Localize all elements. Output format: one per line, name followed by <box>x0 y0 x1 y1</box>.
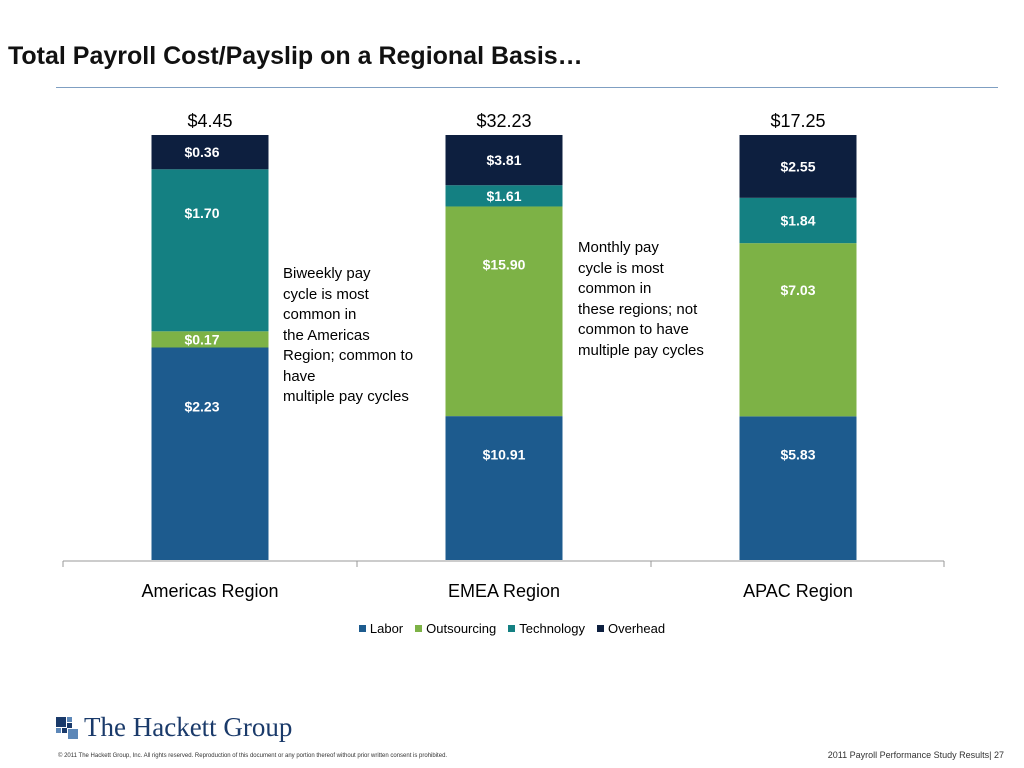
legend-swatch <box>597 625 605 632</box>
bar-segment-overhead <box>151 135 269 170</box>
data-label: $7.03 <box>780 282 815 298</box>
data-label: $3.81 <box>486 152 521 168</box>
legend-item-overhead: Overhead <box>597 621 665 636</box>
bar-segment-labor <box>445 416 563 560</box>
bar-segment-technology <box>151 169 269 332</box>
category-label: Americas Region <box>141 581 278 601</box>
data-label: $2.55 <box>780 158 815 174</box>
chart-legend: Labor Outsourcing Technology Overhead <box>0 621 1024 636</box>
bar-segment-outsourcing <box>151 331 269 348</box>
total-label: $4.45 <box>187 111 232 131</box>
data-label: $1.84 <box>780 212 815 228</box>
bar-segment-labor <box>739 416 857 560</box>
legend-label: Overhead <box>608 621 666 636</box>
legend-item-technology: Technology <box>508 621 585 636</box>
data-label: $5.83 <box>780 446 815 462</box>
data-label: $0.36 <box>184 144 219 160</box>
bar-segment-overhead <box>445 135 563 186</box>
bar-segment-technology <box>445 185 563 207</box>
bar-segment-outsourcing <box>445 206 563 417</box>
page-footer: 2011 Payroll Performance Study Results| … <box>827 750 1004 760</box>
category-label: EMEA Region <box>448 581 560 601</box>
title-divider <box>56 87 998 88</box>
logo-text: The Hackett Group <box>84 712 293 742</box>
bar-segment-labor <box>151 347 269 560</box>
data-label: $15.90 <box>483 256 526 272</box>
legend-label: Labor <box>369 621 404 636</box>
total-label: $17.25 <box>770 111 825 131</box>
bar-segment-outsourcing <box>739 243 857 417</box>
hackett-logo-icon <box>56 716 78 739</box>
data-label: $10.91 <box>483 446 526 462</box>
legend-swatch <box>415 625 423 632</box>
total-label: $32.23 <box>476 111 531 131</box>
legend-item-outsourcing: Outsourcing <box>415 621 496 636</box>
bar-segment-technology <box>739 197 857 244</box>
legend-swatch <box>358 625 366 632</box>
category-label: APAC Region <box>743 581 853 601</box>
legend-label: Technology <box>519 621 586 636</box>
slide-title: Total Payroll Cost/Payslip on a Regional… <box>8 42 583 70</box>
stacked-bar-chart: $2.23 $0.17 $1.70 $0.36 $4.45 Americas Region… <box>62 111 945 601</box>
hackett-logo: The Hackett Group <box>56 712 292 743</box>
legend-label: Outsourcing <box>426 621 497 636</box>
legend-item-labor: Labor <box>358 621 404 636</box>
data-label: $0.17 <box>184 331 219 347</box>
emea-apac-annotation: Monthly pay cycle is most common in thes… <box>578 239 704 359</box>
americas-annotation: Biweekly pay cycle is most common in the… <box>283 265 414 405</box>
bar-segment-overhead <box>739 135 857 198</box>
data-label: $1.61 <box>486 188 521 204</box>
copyright-notice: © 2011 The Hackett Group, Inc. All right… <box>58 753 448 759</box>
legend-swatch <box>508 625 516 632</box>
data-label: $1.70 <box>184 205 219 221</box>
data-label: $2.23 <box>184 398 219 414</box>
